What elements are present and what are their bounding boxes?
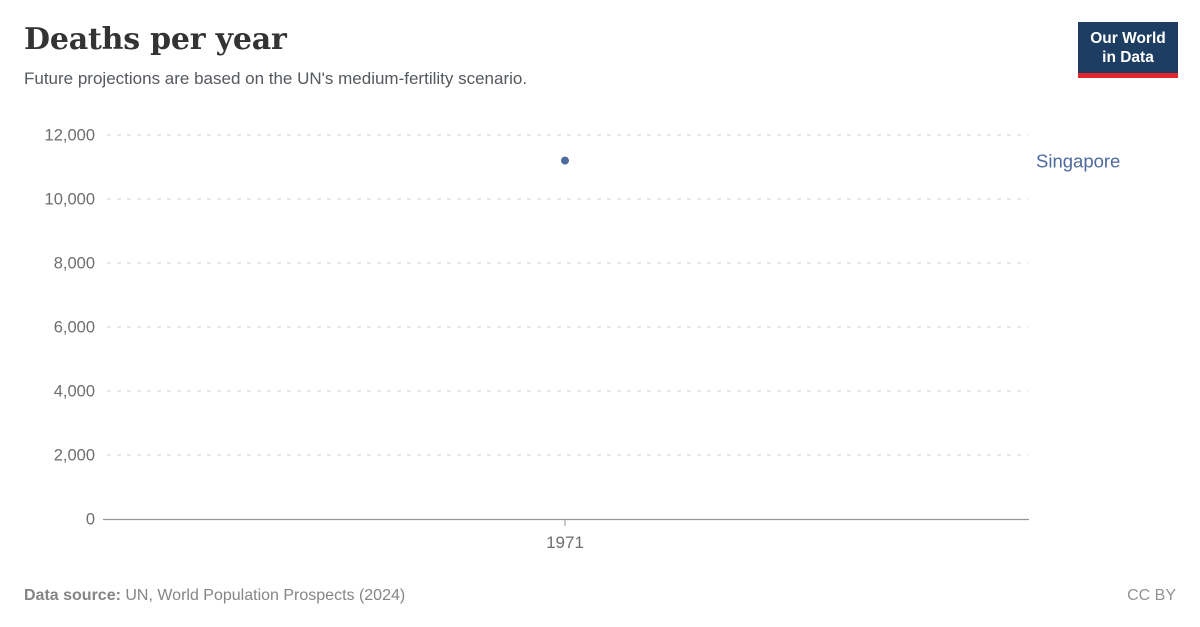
data-source-label: Data source: xyxy=(24,587,121,604)
chart-footer: Data source: UN, World Population Prospe… xyxy=(24,587,1176,605)
license-link[interactable]: CC BY xyxy=(1127,587,1176,604)
y-axis-tick-label: 10,000 xyxy=(45,191,95,209)
data-point[interactable] xyxy=(561,156,569,165)
y-axis-tick-label: 2,000 xyxy=(54,447,95,465)
y-axis-tick-label: 4,000 xyxy=(54,383,95,401)
y-axis-tick-label: 6,000 xyxy=(54,319,95,337)
series-label[interactable]: Singapore xyxy=(1036,151,1120,172)
y-axis-tick-label: 8,000 xyxy=(54,255,95,273)
chart-title: Deaths per year xyxy=(24,22,287,57)
owid-logo-line1: Our World xyxy=(1090,30,1166,47)
chart-subtitle: Future projections are based on the UN's… xyxy=(24,69,528,88)
data-source: Data source: UN, World Population Prospe… xyxy=(24,587,405,605)
owid-logo-line2: in Data xyxy=(1102,49,1154,67)
chart-header: Deaths per year Future projections are b… xyxy=(24,22,527,89)
data-source-value: UN, World Population Prospects (2024) xyxy=(120,587,406,604)
x-axis-tick-label: 1971 xyxy=(546,533,584,552)
y-axis-tick-label: 0 xyxy=(86,511,95,529)
y-axis-tick-label: 12,000 xyxy=(45,127,95,145)
owid-logo[interactable]: Our World in Data xyxy=(1078,22,1178,78)
